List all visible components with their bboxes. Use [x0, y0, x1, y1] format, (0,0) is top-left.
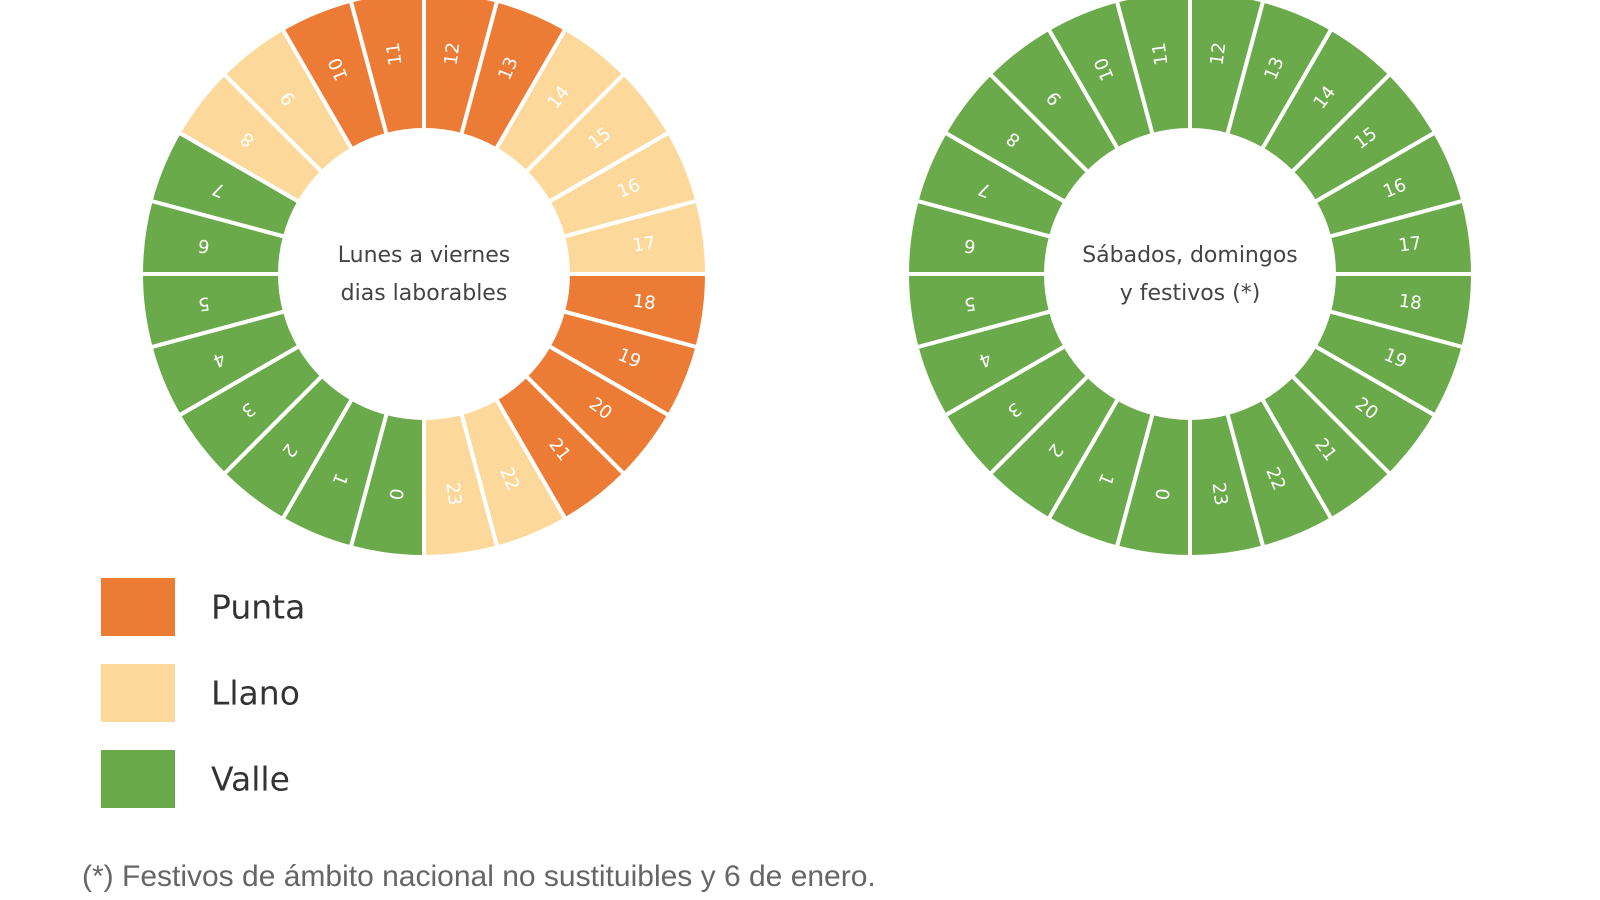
hour-label: 0: [1150, 487, 1172, 501]
ring-label: dias laborables: [341, 281, 508, 306]
footnote: (*) Festivos de ámbito nacional no susti…: [82, 860, 876, 893]
hour-label: 6: [197, 234, 211, 256]
hour-label: 11: [383, 41, 407, 66]
hour-label: 0: [384, 487, 406, 501]
legend-label: Punta: [211, 588, 305, 627]
hour-segment: [1114, 0, 1192, 138]
hour-label: 12: [441, 41, 465, 66]
hour-label: 17: [1397, 233, 1422, 257]
ring-label: Lunes a viernes: [338, 243, 511, 268]
legend-swatch: [101, 750, 175, 808]
hour-segment: [422, 410, 500, 560]
hour-segment: [348, 0, 426, 138]
ring-label: y festivos (*): [1120, 281, 1261, 306]
hour-label: 18: [1397, 291, 1422, 315]
hour-segment: [1188, 410, 1266, 560]
legend-label: Valle: [211, 760, 290, 799]
legend-label: Llano: [211, 674, 300, 713]
hour-label: 12: [1207, 41, 1231, 66]
hour-label: 6: [963, 234, 977, 256]
hour-label: 23: [1208, 481, 1232, 506]
legend-swatch: [101, 578, 175, 636]
legend-swatch: [101, 664, 175, 722]
hour-label: 18: [631, 291, 656, 315]
hour-label: 5: [197, 292, 211, 314]
hour-label: 23: [442, 481, 466, 506]
hour-label: 17: [631, 233, 656, 257]
hour-label: 11: [1149, 41, 1173, 66]
hour-label: 5: [963, 292, 977, 314]
ring-label: Sábados, domingos: [1082, 243, 1298, 268]
